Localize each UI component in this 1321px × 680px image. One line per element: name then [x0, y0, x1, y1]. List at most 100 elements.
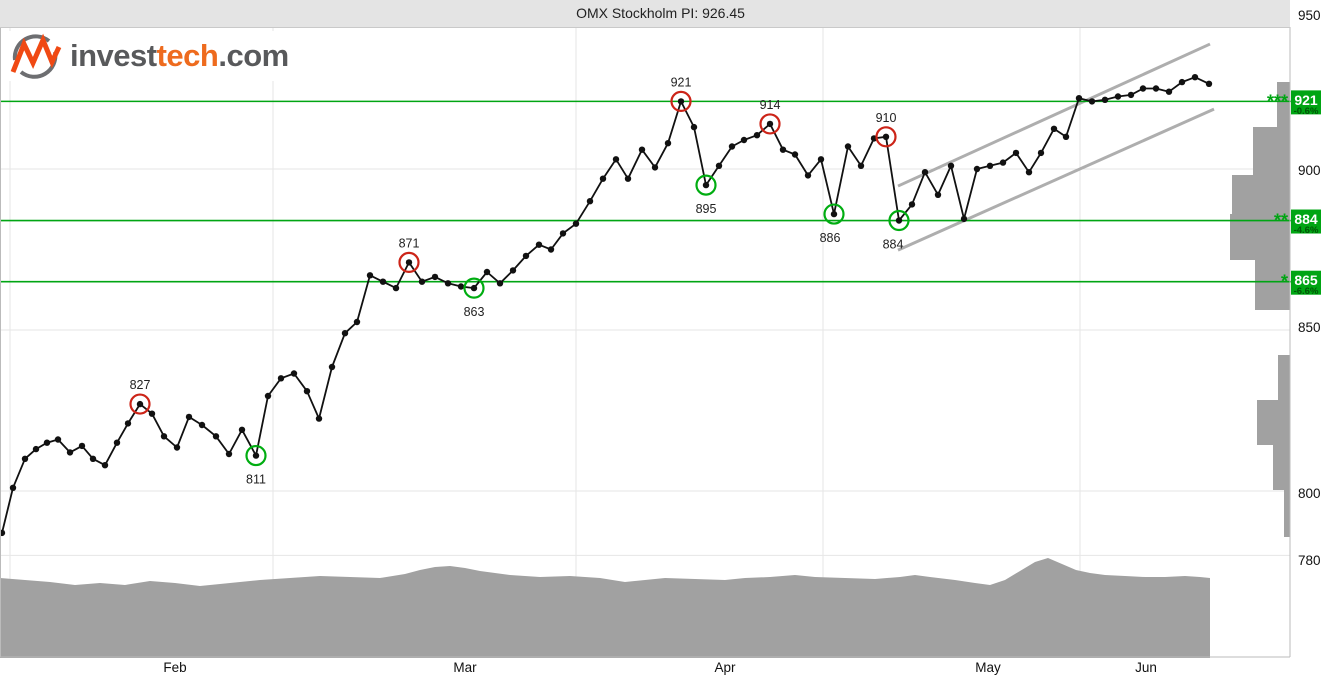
bottom-marker-circle — [823, 203, 845, 225]
level-label-box — [1291, 90, 1321, 115]
price-dot — [238, 426, 246, 433]
price-dot — [702, 181, 710, 189]
volume-profile-bar — [1257, 400, 1290, 445]
price-dot — [690, 123, 698, 131]
price-dot — [444, 280, 452, 287]
price-dot — [960, 215, 968, 223]
level-stars: *** — [1267, 91, 1288, 111]
price-dot — [664, 140, 672, 147]
price-dot — [124, 420, 132, 427]
price-dot — [341, 330, 349, 337]
price-dot — [999, 159, 1007, 166]
price-dot — [1075, 95, 1083, 102]
price-dot — [547, 246, 555, 253]
price-dot — [535, 241, 543, 248]
bottom-marker-circle — [463, 277, 485, 299]
level-pct-label: -0.6% — [1294, 106, 1319, 117]
price-dot — [264, 392, 272, 400]
volume-profile-bar — [1230, 214, 1290, 260]
price-dot — [89, 455, 97, 462]
price-dot — [1062, 133, 1070, 140]
bottom-marker-circle — [695, 174, 717, 196]
price-dot — [405, 259, 413, 266]
top-marker-label: 871 — [399, 236, 420, 250]
volume-profile-bar — [1278, 355, 1290, 400]
price-dot — [1114, 93, 1122, 100]
price-dot — [136, 400, 144, 408]
y-axis-tick-label: 900 — [1298, 163, 1321, 178]
price-dot — [113, 439, 121, 446]
level-stars: ** — [1274, 211, 1288, 231]
price-dot — [0, 529, 6, 537]
price-dot — [1101, 96, 1109, 104]
price-dot — [1088, 98, 1096, 105]
logo-invest: invest — [70, 38, 157, 73]
price-dot — [817, 156, 825, 163]
price-dot — [43, 439, 51, 446]
price-dot — [470, 284, 478, 292]
volume-profile-bar — [1255, 260, 1290, 310]
top-marker-label: 910 — [876, 111, 897, 125]
level-label-box — [1291, 270, 1321, 295]
price-dot — [766, 120, 774, 128]
channel-upper-line — [897, 42, 1211, 188]
volume-area — [0, 558, 1210, 658]
top-marker-circle — [129, 393, 151, 415]
price-dot — [973, 165, 981, 173]
price-dot — [559, 230, 567, 237]
volume-profile-bar — [1277, 82, 1290, 127]
level-pct-label: -4.6% — [1294, 225, 1319, 236]
logo-com: .com — [218, 38, 289, 73]
price-dot — [54, 436, 62, 443]
level-price-label: 884 — [1294, 211, 1318, 227]
bottom-marker-label: 895 — [696, 202, 717, 216]
logo-tech: tech — [156, 38, 219, 73]
investtech-logo-text: investtech.com — [70, 38, 289, 74]
price-dot — [1050, 125, 1058, 132]
price-dot — [844, 143, 852, 150]
price-dot — [78, 442, 86, 450]
price-dot — [947, 162, 955, 169]
price-dot — [66, 449, 74, 456]
price-dot — [1165, 88, 1173, 95]
price-dot — [586, 198, 594, 205]
price-dot — [252, 452, 260, 459]
price-dot — [431, 273, 439, 281]
price-dot — [496, 280, 504, 287]
y-axis-tick-label: 950 — [1298, 8, 1321, 23]
price-dot — [1037, 149, 1045, 157]
price-dot — [353, 318, 361, 326]
price-dot — [1152, 85, 1160, 92]
zigzag-line — [10, 33, 62, 73]
bottom-marker-circle — [245, 444, 267, 467]
price-dot — [160, 433, 168, 440]
volume-profile-bar — [1284, 490, 1290, 537]
x-axis-month-label: Feb — [163, 660, 186, 675]
chart-title: OMX Stockholm PI: 926.45 — [576, 5, 745, 21]
x-axis-month-label: Apr — [714, 660, 736, 675]
price-dot — [509, 267, 517, 274]
bottom-marker-label: 884 — [883, 238, 904, 252]
price-dot — [779, 146, 787, 153]
price-dot — [418, 278, 426, 285]
bottom-marker-label: 886 — [820, 231, 841, 245]
price-dot — [753, 132, 761, 139]
level-label-box — [1291, 209, 1321, 234]
volume-profile-bar — [1253, 127, 1290, 175]
price-dot — [1191, 74, 1199, 81]
price-dot — [32, 445, 40, 453]
bottom-marker-circle — [888, 209, 910, 232]
price-dot — [599, 175, 607, 182]
level-stars: * — [1281, 272, 1288, 292]
price-dot — [921, 169, 929, 176]
top-marker-circle — [875, 126, 897, 148]
price-dot — [624, 175, 632, 182]
price-dot — [1178, 78, 1186, 86]
price-dot — [791, 151, 799, 158]
price-dot — [290, 370, 298, 377]
price-dot — [715, 162, 723, 169]
top-marker-label: 914 — [760, 98, 781, 112]
price-dot — [277, 375, 285, 382]
price-dot — [740, 136, 748, 144]
